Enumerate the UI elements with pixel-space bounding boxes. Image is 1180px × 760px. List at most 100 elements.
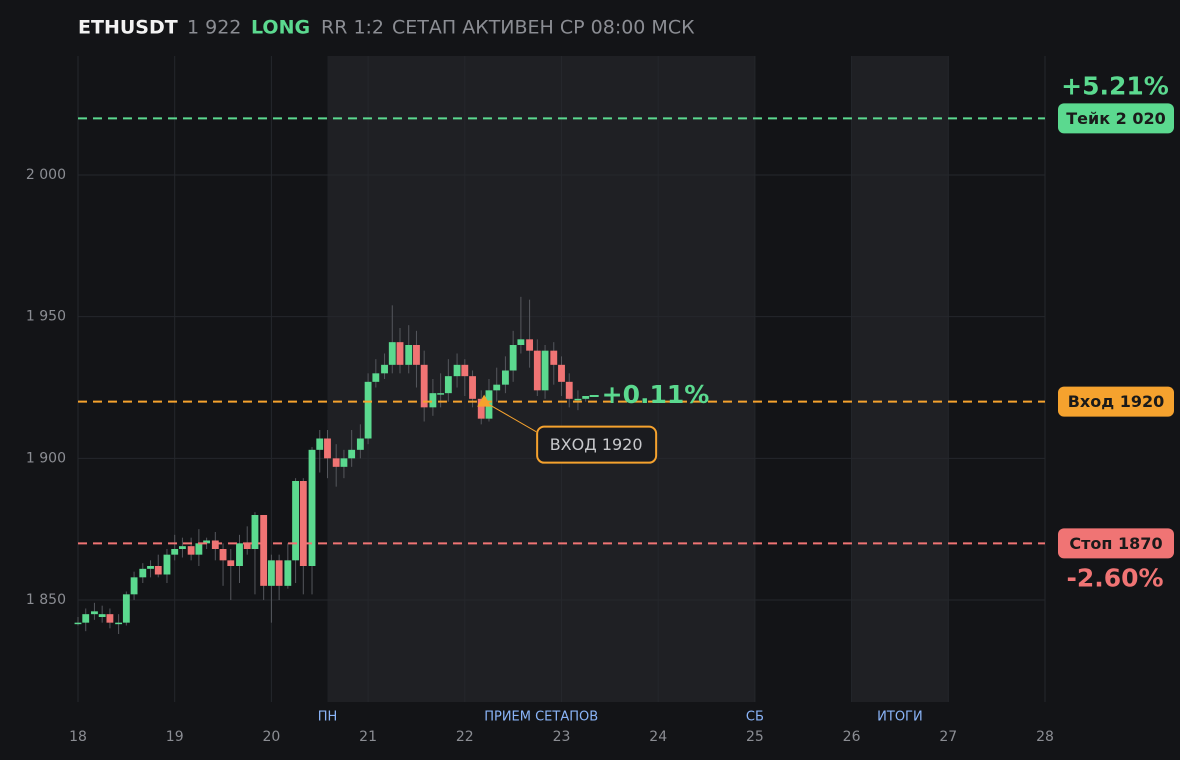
candle-body	[413, 345, 420, 365]
y-tick-label: 2 000	[26, 167, 66, 183]
candle-body	[203, 540, 211, 544]
candle-body	[348, 449, 356, 459]
candle-body	[550, 350, 558, 365]
y-tick-label: 1 850	[26, 592, 66, 608]
candle-body	[517, 339, 525, 345]
session-label: ПН	[318, 710, 338, 725]
level-pct: +5.21%	[1061, 71, 1169, 100]
candle-body	[558, 364, 565, 382]
candle-body	[469, 376, 476, 399]
x-tick-label: 18	[69, 729, 87, 745]
candle-body	[147, 566, 154, 569]
x-tick-label: 20	[262, 729, 280, 745]
current-pct: +0.11%	[602, 380, 710, 409]
candle-body	[163, 554, 171, 575]
candle-body	[405, 345, 413, 365]
candle-body	[526, 339, 534, 351]
side: LONG	[251, 17, 310, 39]
x-tick-label: 28	[1036, 729, 1054, 745]
candle-body	[243, 543, 251, 549]
candle-body	[211, 540, 219, 549]
session-zone	[851, 56, 949, 702]
candle-body	[356, 438, 364, 450]
candle-body	[437, 393, 445, 395]
candle-body	[236, 543, 243, 566]
candle-body	[122, 594, 130, 623]
entry-leader	[483, 401, 537, 433]
session-label: ИТОГИ	[877, 710, 923, 725]
candle-body	[139, 568, 147, 578]
candle-body	[324, 438, 331, 459]
candle-body	[227, 560, 235, 566]
session-zone	[327, 56, 755, 702]
candle-body	[541, 350, 549, 391]
candle-body	[154, 566, 162, 575]
candle-body	[509, 345, 517, 371]
candle-body	[501, 370, 509, 385]
entry-label: ВХОД 1920	[550, 435, 643, 454]
candle-body	[195, 543, 203, 555]
candle-body	[533, 350, 541, 391]
x-tick-label: 23	[553, 729, 571, 745]
candle-body	[106, 614, 114, 623]
symbol: ETHUSDT	[78, 17, 178, 39]
level-label: Стоп 1870	[1069, 534, 1162, 553]
x-tick-label: 27	[939, 729, 957, 745]
candle-body	[372, 373, 380, 382]
x-tick-label: 24	[649, 729, 667, 745]
candle-body	[461, 364, 469, 377]
candle-body	[292, 481, 299, 561]
status: СЕТАП АКТИВЕН СР 08:00 МСК	[392, 17, 695, 39]
session-label: ПРИЕМ СЕТАПОВ	[484, 710, 598, 725]
candle-body	[130, 577, 138, 595]
price: 1 922	[187, 17, 241, 39]
candle-body	[251, 515, 259, 549]
x-tick-label: 26	[843, 729, 861, 745]
candle-body	[260, 515, 268, 586]
x-tick-label: 25	[746, 729, 764, 745]
candle-body	[582, 396, 590, 399]
candle-body	[364, 381, 372, 439]
x-tick-label: 21	[359, 729, 377, 745]
candle-body	[477, 398, 485, 419]
level-label: Тейк 2 020	[1066, 109, 1166, 128]
candle-body	[299, 481, 307, 566]
candle-body	[187, 546, 195, 555]
candle-body	[74, 622, 82, 625]
candle-body	[565, 381, 573, 399]
candle-body	[340, 458, 348, 467]
candle-body	[219, 549, 227, 561]
session-label: СБ	[746, 710, 764, 725]
candle-body	[179, 546, 186, 549]
candle-body	[91, 611, 98, 615]
level-pct: -2.60%	[1066, 563, 1163, 592]
level-badge	[1058, 103, 1174, 134]
x-tick-label: 19	[166, 729, 184, 745]
rr: RR 1:2	[321, 17, 384, 39]
candle-body	[308, 449, 316, 566]
candle-body	[284, 560, 292, 586]
candle-body	[429, 393, 437, 408]
entry-marker	[477, 394, 492, 407]
candle-body	[316, 438, 324, 450]
candle-body	[275, 560, 283, 586]
candle-body	[493, 384, 501, 391]
candle-body	[82, 614, 90, 623]
candle-body	[396, 342, 404, 365]
candle-body	[381, 364, 388, 374]
level-badge	[1058, 386, 1174, 417]
x-tick-label: 22	[456, 729, 474, 745]
candle-body	[453, 364, 461, 377]
candle-body	[420, 364, 428, 408]
candle-body	[444, 376, 452, 394]
y-tick-label: 1 900	[26, 450, 66, 466]
candle-body	[574, 398, 582, 401]
level-label: Вход 1920	[1068, 392, 1165, 411]
candle-body	[115, 622, 123, 625]
candle-body	[388, 342, 396, 365]
candle-body	[98, 614, 106, 617]
entry-callout	[536, 425, 658, 464]
candle-body	[171, 549, 179, 555]
candle-body	[332, 458, 340, 467]
